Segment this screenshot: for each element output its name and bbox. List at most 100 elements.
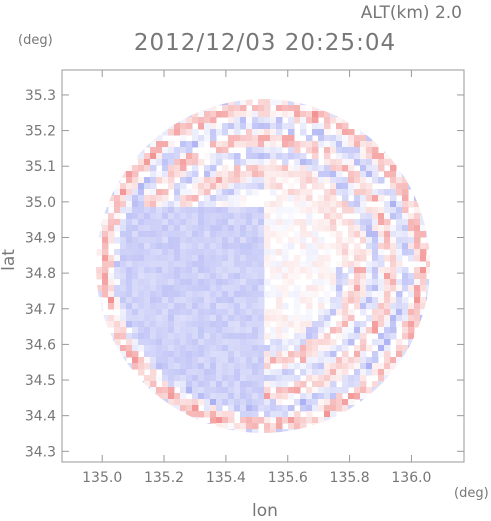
velocity-cell xyxy=(186,129,193,136)
velocity-cell xyxy=(402,231,409,238)
velocity-cell xyxy=(312,417,319,424)
velocity-cell xyxy=(138,195,145,202)
velocity-cell xyxy=(192,195,199,202)
velocity-cell xyxy=(132,219,139,226)
velocity-cell xyxy=(372,261,379,268)
velocity-cell xyxy=(228,231,235,238)
velocity-cell xyxy=(186,357,193,364)
velocity-cell xyxy=(420,243,427,250)
velocity-cell xyxy=(156,393,163,400)
velocity-cell xyxy=(342,261,349,268)
velocity-cell xyxy=(210,399,217,406)
velocity-cell xyxy=(240,207,247,214)
velocity-cell xyxy=(360,297,367,304)
velocity-cell xyxy=(396,237,403,244)
velocity-cell xyxy=(384,375,391,382)
velocity-cell xyxy=(294,171,301,178)
velocity-cell xyxy=(306,369,313,376)
velocity-cell xyxy=(294,411,301,418)
velocity-cell xyxy=(270,351,277,358)
velocity-cell xyxy=(324,165,331,172)
velocity-cell xyxy=(354,171,361,178)
velocity-cell xyxy=(192,225,199,232)
velocity-cell xyxy=(396,255,403,262)
velocity-cell xyxy=(180,177,187,184)
velocity-cell xyxy=(270,231,277,238)
velocity-cell xyxy=(330,147,337,154)
velocity-cell xyxy=(330,393,337,400)
velocity-cell xyxy=(144,357,151,364)
velocity-cell xyxy=(258,153,265,160)
velocity-cell xyxy=(198,177,205,184)
velocity-cell xyxy=(186,399,193,406)
velocity-cell xyxy=(300,339,307,346)
velocity-cell xyxy=(264,333,271,340)
velocity-cell xyxy=(198,123,205,130)
velocity-cell xyxy=(246,255,253,262)
velocity-cell xyxy=(384,213,391,220)
velocity-cell xyxy=(150,195,157,202)
velocity-cell xyxy=(156,189,163,196)
velocity-cell xyxy=(318,177,325,184)
velocity-cell xyxy=(282,393,289,400)
velocity-cell xyxy=(228,189,235,196)
velocity-cell xyxy=(216,243,223,250)
velocity-cell xyxy=(288,111,295,118)
velocity-cell xyxy=(264,387,271,394)
velocity-cell xyxy=(180,303,187,310)
velocity-cell xyxy=(318,273,325,280)
velocity-cell xyxy=(108,339,115,346)
velocity-cell xyxy=(198,351,205,358)
velocity-cell xyxy=(240,141,247,148)
velocity-cell xyxy=(204,189,211,196)
velocity-cell xyxy=(204,213,211,220)
velocity-cell xyxy=(234,243,241,250)
velocity-cell xyxy=(240,315,247,322)
velocity-cell xyxy=(294,165,301,172)
velocity-cell xyxy=(204,303,211,310)
velocity-cell xyxy=(270,153,277,160)
velocity-cell xyxy=(258,123,265,130)
velocity-cell xyxy=(126,225,133,232)
velocity-cell xyxy=(402,279,409,286)
velocity-cell xyxy=(192,297,199,304)
velocity-cell xyxy=(174,291,181,298)
velocity-cell xyxy=(348,399,355,406)
velocity-cell xyxy=(354,303,361,310)
velocity-cell xyxy=(390,159,397,166)
velocity-cell xyxy=(126,351,133,358)
velocity-cell xyxy=(132,321,139,328)
velocity-cell xyxy=(318,207,325,214)
velocity-cell xyxy=(288,369,295,376)
velocity-cell xyxy=(330,141,337,148)
velocity-cell xyxy=(354,183,361,190)
x-tick-label: 135.0 xyxy=(82,470,122,486)
velocity-cell xyxy=(342,357,349,364)
velocity-cell xyxy=(360,285,367,292)
velocity-cell xyxy=(270,375,277,382)
velocity-cell xyxy=(294,141,301,148)
velocity-cell xyxy=(186,219,193,226)
velocity-cell xyxy=(408,219,415,226)
velocity-cell xyxy=(312,129,319,136)
velocity-cell xyxy=(360,141,367,148)
velocity-cell xyxy=(234,339,241,346)
velocity-cell xyxy=(192,279,199,286)
velocity-cell xyxy=(330,135,337,142)
velocity-cell xyxy=(258,345,265,352)
velocity-cell xyxy=(150,339,157,346)
velocity-cell xyxy=(384,225,391,232)
velocity-cell xyxy=(270,165,277,172)
velocity-cell xyxy=(126,177,133,184)
velocity-cell xyxy=(198,297,205,304)
velocity-cell xyxy=(144,189,151,196)
velocity-cell xyxy=(378,363,385,370)
velocity-cell xyxy=(312,267,319,274)
velocity-cell xyxy=(396,315,403,322)
velocity-cell xyxy=(120,279,127,286)
velocity-cell xyxy=(354,147,361,154)
x-tick-label: 135.2 xyxy=(144,470,184,486)
velocity-cell xyxy=(348,225,355,232)
velocity-cell xyxy=(276,249,283,256)
velocity-cell xyxy=(228,105,235,112)
